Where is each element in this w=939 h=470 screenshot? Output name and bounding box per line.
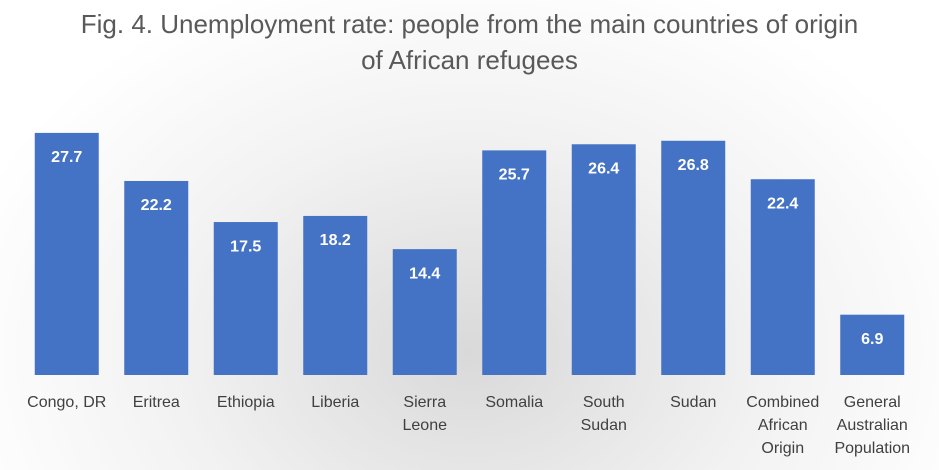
x-tick-label: Liberia bbox=[311, 394, 360, 411]
x-tick-label: General Australian Population bbox=[834, 394, 911, 457]
value-label: 22.2 bbox=[141, 197, 172, 214]
bar bbox=[213, 222, 278, 375]
bar bbox=[482, 150, 547, 375]
value-label: 6.9 bbox=[861, 331, 883, 348]
value-label: 27.7 bbox=[51, 149, 82, 166]
value-label: 18.2 bbox=[320, 232, 351, 249]
bar bbox=[34, 132, 99, 375]
value-label: 26.4 bbox=[588, 160, 619, 177]
x-tick-label: Eritrea bbox=[132, 394, 180, 411]
bar bbox=[750, 179, 815, 375]
bar bbox=[392, 249, 457, 375]
chart-title: Fig. 4. Unemployment rate: people from t… bbox=[80, 9, 859, 75]
x-tick-label: Sudan bbox=[670, 394, 717, 411]
x-tick-label: Congo, DR bbox=[27, 394, 107, 411]
x-tick-label: Sierra Leone bbox=[402, 394, 448, 434]
x-tick-label: Somalia bbox=[485, 394, 544, 411]
x-tick-label: Ethiopia bbox=[216, 394, 275, 411]
bar bbox=[303, 215, 368, 375]
value-label: 26.8 bbox=[678, 157, 709, 174]
value-label: 25.7 bbox=[499, 167, 530, 184]
value-label: 22.4 bbox=[767, 195, 798, 212]
bar bbox=[571, 144, 636, 375]
bar bbox=[840, 314, 905, 375]
bar bbox=[124, 180, 189, 375]
x-tick-label: Combined African Origin bbox=[746, 394, 820, 457]
value-label: 17.5 bbox=[230, 238, 261, 255]
x-tick-label: South Sudan bbox=[580, 394, 627, 434]
bar bbox=[661, 140, 726, 375]
value-label: 14.4 bbox=[409, 265, 440, 282]
